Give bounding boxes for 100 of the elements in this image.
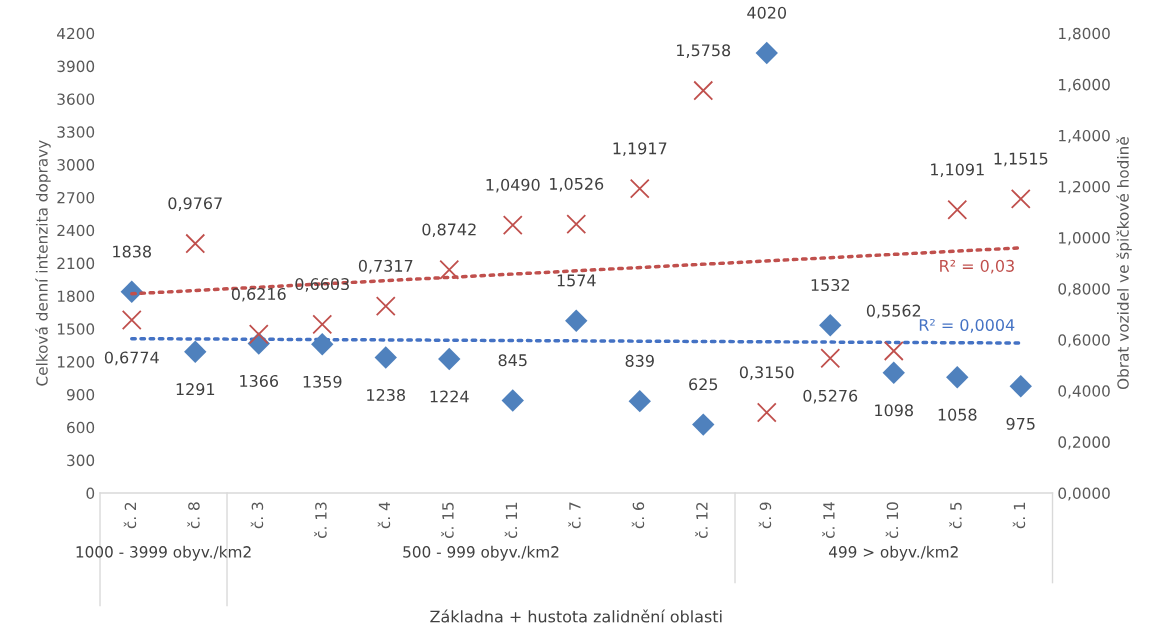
data-label: 1532 xyxy=(811,278,849,292)
y-tick-label: 900 xyxy=(66,388,95,401)
data-label: 1838 xyxy=(113,245,151,258)
point xyxy=(1009,375,1032,398)
point xyxy=(882,361,905,384)
point xyxy=(1010,188,1031,209)
point xyxy=(565,309,588,332)
data-label: 1098 xyxy=(875,404,913,417)
y2-tick-label: 0,4000 xyxy=(1058,385,1110,399)
data-label: 1366 xyxy=(240,374,279,387)
y-tick-label: 300 xyxy=(67,454,95,467)
y2-axis-title: Obrat vozidel ve špičkové hodině xyxy=(1116,137,1132,390)
y-tick-label: 1800 xyxy=(57,290,95,302)
y-tick-label: 3900 xyxy=(57,60,95,73)
point xyxy=(184,340,207,363)
x-tick-label: č. 3 xyxy=(250,502,264,529)
data-label: 1,1515 xyxy=(994,152,1048,167)
y-tick-label: 2100 xyxy=(57,257,95,270)
text: 1000 - 3999 obyv./km2 xyxy=(76,545,251,561)
x-tick-label: č. 6 xyxy=(631,502,645,529)
x-tick-label: č. 7 xyxy=(568,502,581,529)
x-tick-label: č. 12 xyxy=(695,502,708,539)
y-tick-label: 3000 xyxy=(57,159,95,171)
point xyxy=(755,41,778,65)
data-label: 4020 xyxy=(747,6,787,19)
point xyxy=(501,389,524,412)
point xyxy=(374,346,397,369)
x-axis-title: Základna + hustota zalidnění oblasti xyxy=(430,609,722,623)
text: 499 > obyv./km2 xyxy=(828,545,958,561)
data-label: 1574 xyxy=(557,274,596,287)
y-tick-label: 3300 xyxy=(57,126,95,138)
point xyxy=(375,296,396,317)
point xyxy=(820,348,841,369)
point xyxy=(439,259,460,280)
annotation: R² = 0,03 xyxy=(940,259,1014,274)
x-tick-label: č. 1 xyxy=(1012,502,1026,529)
x-tick-label: č. 5 xyxy=(949,502,962,529)
data-label: 0,6774 xyxy=(104,351,159,366)
data-label: 0,6216 xyxy=(231,287,286,302)
x-tick-label: č. 14 xyxy=(822,502,835,539)
data-label: 1058 xyxy=(938,408,977,421)
y2-tick-label: 1,2000 xyxy=(1059,180,1110,195)
point xyxy=(121,310,142,330)
point xyxy=(692,413,715,436)
x-tick-label: č. 4 xyxy=(377,502,391,529)
data-label: 1,1091 xyxy=(931,163,984,178)
point xyxy=(883,340,904,361)
data-label: 0,9767 xyxy=(168,197,222,211)
point xyxy=(438,347,461,371)
y-tick-label: 2400 xyxy=(57,224,95,237)
y-tick-label: 2700 xyxy=(57,191,95,204)
x-tick-label: č. 2 xyxy=(123,502,137,529)
y2-tick-label: 0,8000 xyxy=(1058,283,1110,297)
y-tick-label: 4200 xyxy=(57,27,95,40)
y-tick-label: 1500 xyxy=(57,323,95,335)
point xyxy=(185,233,206,254)
point xyxy=(566,214,587,235)
x-tick-label: č. 9 xyxy=(758,502,772,529)
point xyxy=(946,365,969,389)
point xyxy=(756,402,777,423)
point xyxy=(629,178,650,199)
x-tick-label: č. 10 xyxy=(885,502,899,539)
point xyxy=(693,80,714,101)
data-label: 0,7317 xyxy=(358,259,413,274)
x-tick-label: č. 15 xyxy=(441,502,454,539)
y-tick-label: 1200 xyxy=(57,356,95,368)
data-label: 839 xyxy=(625,354,654,367)
point xyxy=(628,389,651,413)
data-label: 1359 xyxy=(303,375,342,388)
y-tick-label: 3600 xyxy=(57,93,95,105)
y-axis-title: Celková denní intenzita dopravy xyxy=(35,140,51,386)
data-label: 0,3150 xyxy=(739,366,794,380)
data-label: 0,5276 xyxy=(803,389,858,404)
data-label: 845 xyxy=(498,354,527,367)
data-label: 1,0490 xyxy=(486,178,540,193)
data-label: 1291 xyxy=(176,383,215,396)
y2-tick-label: 0,0000 xyxy=(1058,487,1110,501)
data-label: 1,0526 xyxy=(550,177,604,192)
data-label: 1224 xyxy=(430,390,469,403)
annotation: R² = 0,0004 xyxy=(919,318,1015,333)
data-label: 0,5562 xyxy=(866,304,921,319)
y2-tick-label: 0,6000 xyxy=(1058,334,1110,348)
data-label: 1,5758 xyxy=(677,44,731,58)
point xyxy=(311,333,334,356)
data-label: 1,1917 xyxy=(613,142,667,157)
data-label: 1238 xyxy=(367,388,405,401)
y-tick-label: 0 xyxy=(86,487,95,499)
point xyxy=(502,215,523,236)
data-label: 0,8742 xyxy=(422,223,476,238)
y2-tick-label: 1,8000 xyxy=(1059,27,1110,41)
y2-tick-label: 1,0000 xyxy=(1059,232,1110,246)
point xyxy=(312,314,333,335)
point xyxy=(248,324,269,345)
data-label: 625 xyxy=(689,378,718,391)
point xyxy=(819,314,842,337)
text: 500 - 999 obyv./km2 xyxy=(403,545,559,561)
y2-tick-label: 1,6000 xyxy=(1059,78,1110,92)
y2-tick-label: 1,4000 xyxy=(1059,129,1110,144)
x-tick-label: č. 11 xyxy=(504,502,518,539)
y2-tick-label: 0,2000 xyxy=(1058,436,1110,450)
